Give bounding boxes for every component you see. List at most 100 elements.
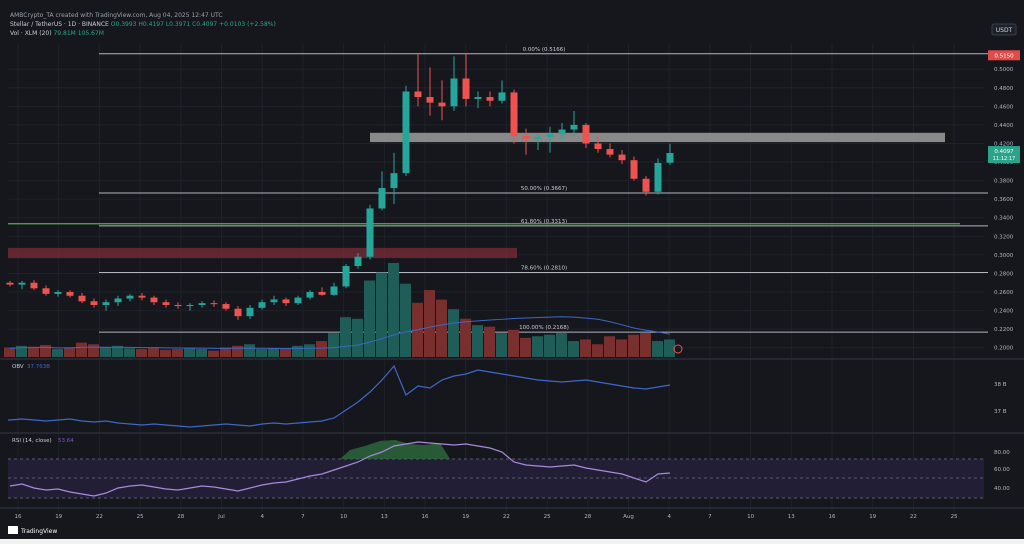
- time-tick-label: 19: [55, 514, 62, 520]
- volume-bar: [184, 348, 195, 357]
- resistance-zone[interactable]: [370, 132, 945, 143]
- price-tick-label: 0.3200: [994, 234, 1014, 240]
- candle-body[interactable]: [174, 305, 182, 307]
- candle-body[interactable]: [234, 308, 242, 317]
- candle-body[interactable]: [150, 297, 158, 303]
- candle-body[interactable]: [510, 92, 518, 137]
- currency-selector[interactable]: [991, 23, 1017, 36]
- candle-body[interactable]: [462, 78, 470, 99]
- candle-body[interactable]: [18, 282, 26, 285]
- candle-body[interactable]: [138, 295, 146, 298]
- candle-body[interactable]: [90, 301, 98, 306]
- candle-body[interactable]: [42, 288, 50, 294]
- volume-bar: [208, 350, 219, 357]
- current-price-label: 0.4097: [994, 149, 1014, 155]
- price-tick-label: 0.2200: [994, 327, 1014, 333]
- candle-body[interactable]: [594, 143, 602, 150]
- volume-bar: [616, 339, 627, 357]
- candle-body[interactable]: [126, 295, 134, 299]
- candle-body[interactable]: [606, 149, 614, 155]
- candle-body[interactable]: [654, 162, 662, 192]
- candle-body[interactable]: [498, 92, 506, 101]
- volume-bar: [448, 309, 459, 357]
- candle-body[interactable]: [30, 282, 38, 289]
- time-tick-label: 28: [177, 514, 184, 520]
- candle-body[interactable]: [102, 302, 110, 306]
- rsi-overbought-fill: [340, 440, 450, 459]
- candle-body[interactable]: [546, 134, 554, 137]
- candle-body[interactable]: [378, 188, 386, 209]
- candle-body[interactable]: [402, 91, 410, 174]
- created-label: AMBCrypto_TA created with TradingView.co…: [10, 12, 223, 19]
- candle-body[interactable]: [258, 302, 266, 308]
- candle-body[interactable]: [666, 153, 674, 163]
- rsi-line: [9, 441, 671, 497]
- candle-body[interactable]: [426, 97, 434, 103]
- candle-body[interactable]: [354, 256, 362, 267]
- candle-body[interactable]: [582, 124, 590, 144]
- volume-bar: [124, 348, 135, 357]
- rsi-label: RSI (14, close): [12, 438, 52, 444]
- candle-body[interactable]: [366, 208, 374, 257]
- candle-body[interactable]: [246, 307, 254, 317]
- candle-body[interactable]: [282, 299, 290, 304]
- candle-body[interactable]: [306, 292, 314, 298]
- candle-body[interactable]: [642, 178, 650, 192]
- volume-bar: [328, 333, 339, 357]
- candle-body[interactable]: [438, 102, 446, 107]
- candle-body[interactable]: [414, 91, 422, 98]
- candle-body[interactable]: [558, 129, 566, 135]
- candle-body[interactable]: [618, 154, 626, 161]
- time-tick-label: 13: [788, 514, 795, 520]
- volume-bar: [532, 336, 543, 357]
- candle-body[interactable]: [198, 303, 206, 306]
- high-price-badge[interactable]: [988, 50, 1020, 61]
- candle-body[interactable]: [54, 292, 62, 294]
- volume-bar: [496, 333, 507, 357]
- candle-body[interactable]: [210, 303, 218, 305]
- time-tick-label: 16: [829, 514, 836, 520]
- candle-body[interactable]: [486, 97, 494, 101]
- demand-zone[interactable]: [8, 247, 517, 259]
- candle-body[interactable]: [534, 136, 542, 139]
- candle-body[interactable]: [318, 292, 326, 295]
- candle-body[interactable]: [342, 266, 350, 287]
- candle-body[interactable]: [270, 299, 278, 303]
- current-price-badge[interactable]: [988, 146, 1020, 164]
- candle-body[interactable]: [114, 298, 122, 303]
- candle-body[interactable]: [222, 304, 230, 309]
- candle-body[interactable]: [390, 173, 398, 189]
- volume-bar: [148, 347, 159, 357]
- candle-body[interactable]: [522, 136, 530, 139]
- time-tick-label: Jul: [217, 514, 225, 520]
- candle-body[interactable]: [186, 305, 194, 307]
- candle-body[interactable]: [474, 97, 482, 99]
- candle-body[interactable]: [66, 292, 74, 296]
- candle-body[interactable]: [450, 78, 458, 107]
- candle-body[interactable]: [330, 286, 338, 295]
- obv-tick-label: 38 B: [994, 382, 1007, 388]
- candle-body[interactable]: [162, 302, 170, 306]
- volume-bar: [316, 341, 327, 357]
- symbol-name[interactable]: Stellar / TetherUS · 1D · BINANCE: [10, 21, 109, 28]
- time-tick-label: 16: [422, 514, 429, 520]
- price-tick-label: 0.4800: [994, 86, 1014, 92]
- candle-body[interactable]: [570, 124, 578, 130]
- candle-body[interactable]: [6, 282, 14, 285]
- price-tick-label: 0.3600: [994, 197, 1014, 203]
- volume-bar: [220, 347, 231, 357]
- time-tick-label: 19: [869, 514, 876, 520]
- volume-legend[interactable]: Vol · XLM (20) 79.81M 105.67M: [10, 30, 104, 37]
- replay-marker-icon[interactable]: [673, 344, 683, 354]
- obv-line: [8, 364, 671, 428]
- symbol-legend[interactable]: Stellar / TetherUS · 1D · BINANCE O0.399…: [10, 21, 276, 28]
- fib-level-label: 0.00% (0.5166): [523, 47, 566, 53]
- candle-body[interactable]: [78, 295, 86, 302]
- time-tick-label: Aug: [623, 514, 634, 520]
- volume-bar: [64, 347, 75, 357]
- time-tick-label: 25: [137, 514, 144, 520]
- price-tick-label: 0.4000: [994, 160, 1014, 166]
- candle-body[interactable]: [294, 297, 302, 304]
- candle-body[interactable]: [630, 160, 638, 179]
